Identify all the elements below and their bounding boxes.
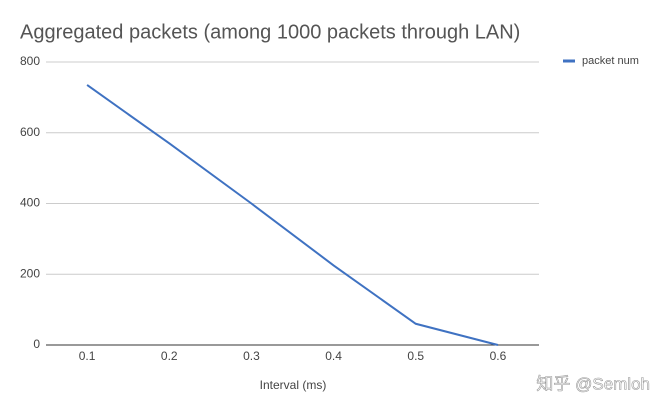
y-tick-label: 800: [20, 54, 40, 68]
x-tick-label: 0.6: [490, 349, 507, 363]
x-tick-label: 0.4: [325, 349, 342, 363]
x-axis-label: Interval (ms): [260, 378, 327, 392]
y-tick-label: 600: [20, 125, 40, 139]
y-tick-label: 400: [20, 196, 40, 210]
x-tick-label: 0.3: [243, 349, 260, 363]
y-tick-label: 200: [20, 266, 40, 280]
x-tick-label: 0.1: [79, 349, 96, 363]
x-tick-label: 0.2: [161, 349, 178, 363]
x-tick-label: 0.5: [407, 349, 424, 363]
chart-title: Aggregated packets (among 1000 packets t…: [20, 21, 520, 43]
legend-label: packet num: [582, 55, 639, 67]
watermark: 知乎 @Semloh: [536, 374, 650, 393]
data-line: [86, 84, 499, 346]
y-tick-label: 0: [33, 337, 40, 351]
